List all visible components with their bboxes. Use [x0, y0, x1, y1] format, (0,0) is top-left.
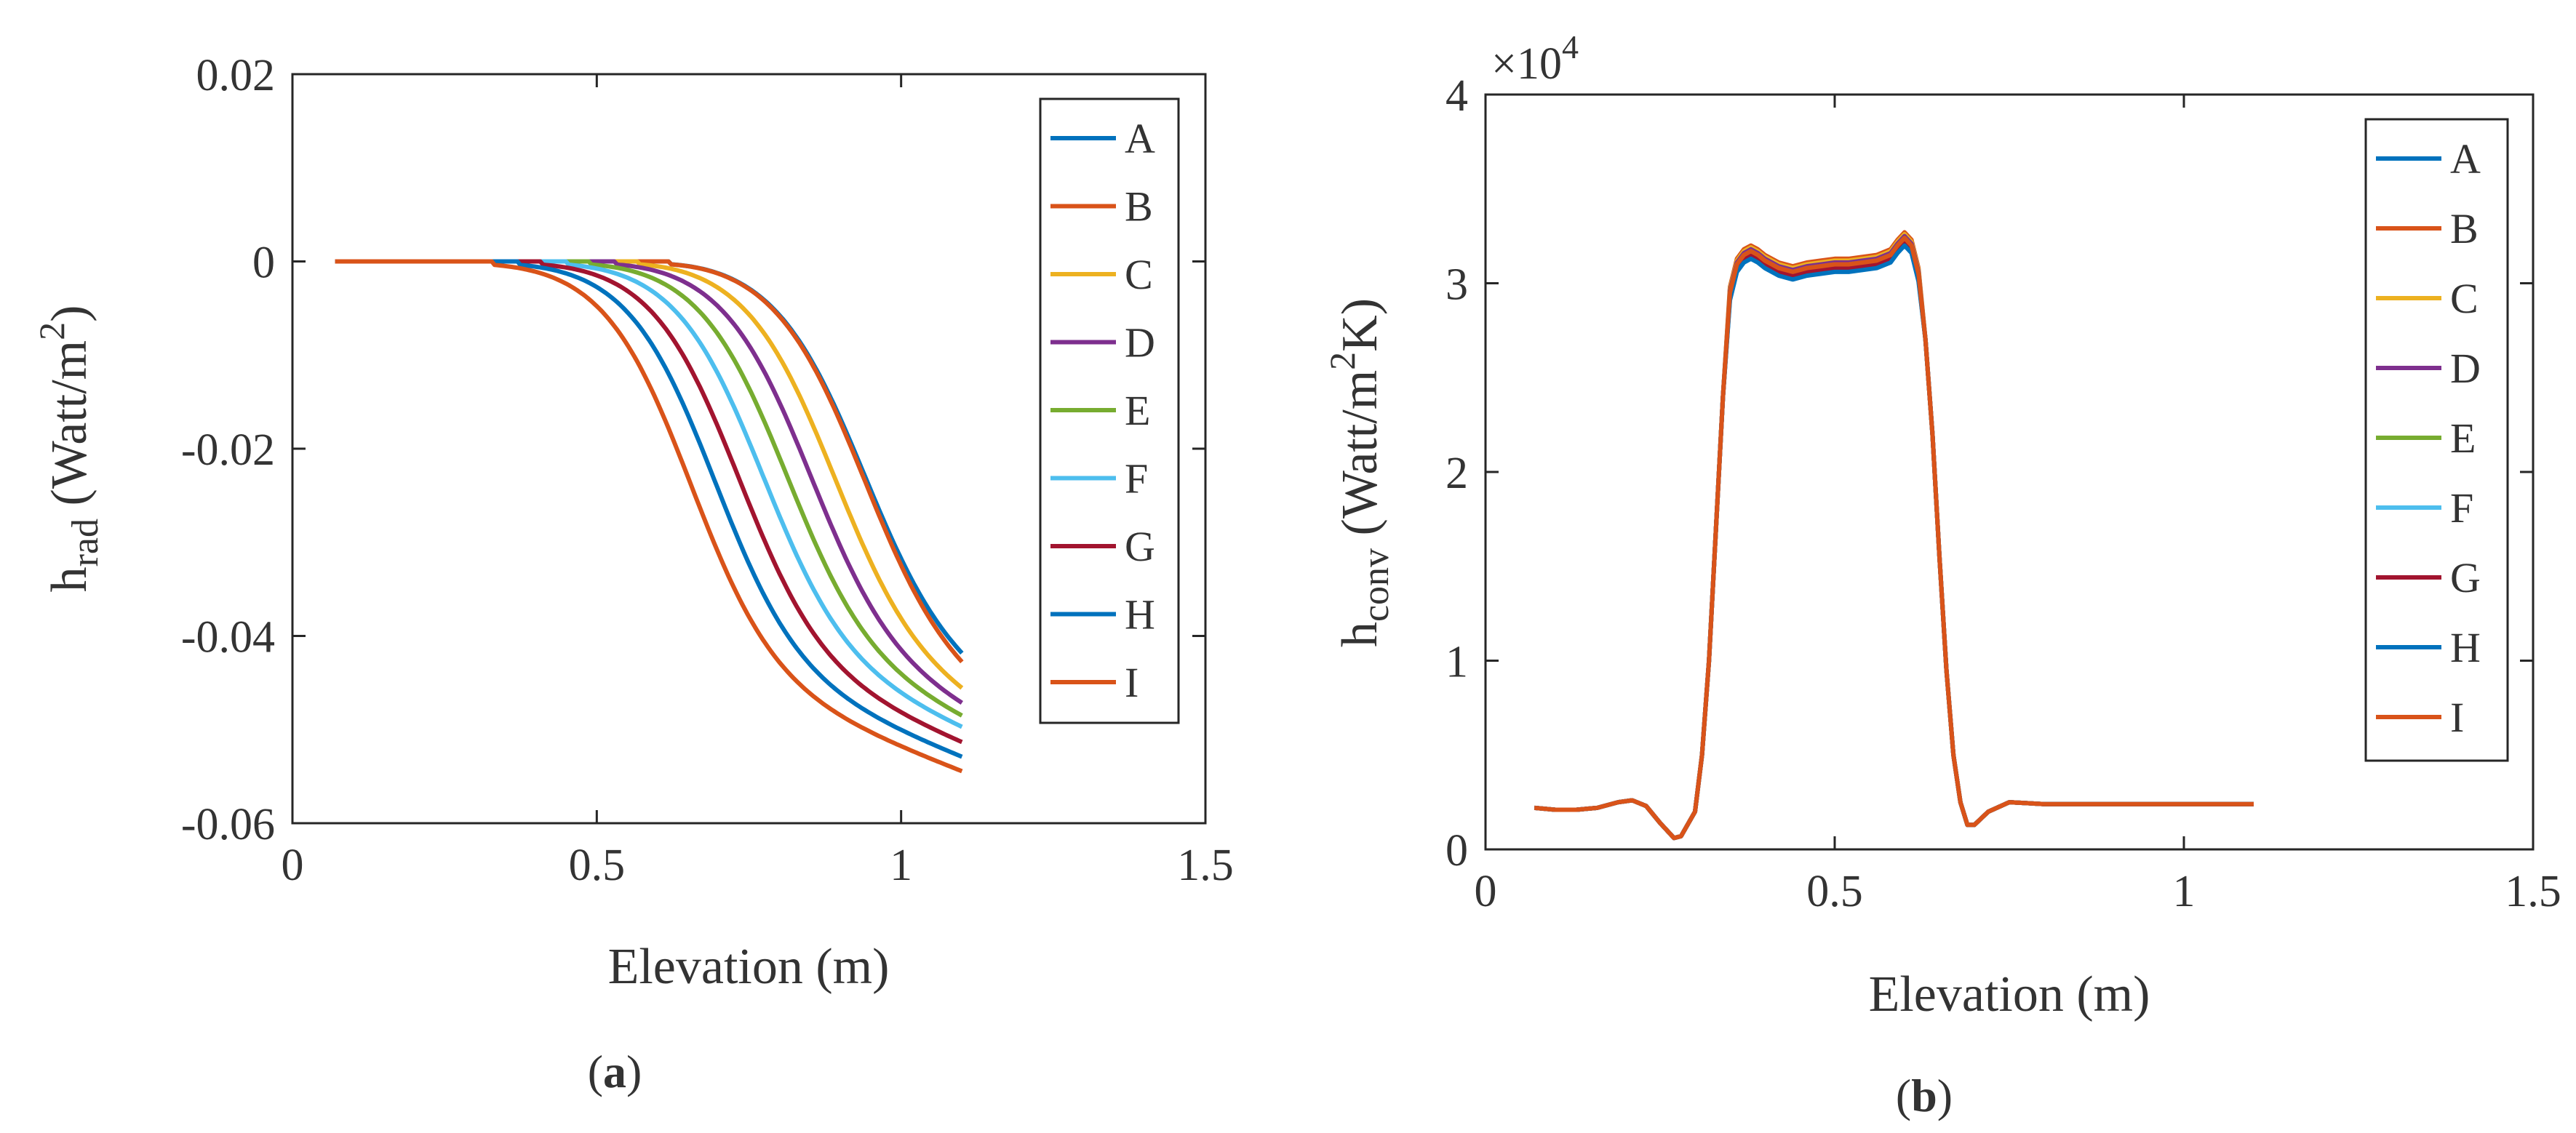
panel-b-legend-label-c: C — [2450, 275, 2479, 322]
panel-a-legend-label-f: F — [1125, 455, 1148, 503]
panel-b-multiplier-exp: 4 — [1562, 28, 1579, 65]
panel-b-legend-label-a: A — [2450, 135, 2481, 183]
panel-b-y-tick-label: 2 — [1445, 449, 1468, 498]
panel-a-y-axis-label-unit-end: ) — [41, 305, 97, 322]
panel-b-x-axis-label: Elevation (m) — [1869, 966, 2150, 1022]
panel-b-x-tick-labels: 0 0.5 1 1.5 — [1475, 867, 2561, 916]
panel-b-x-tick-label: 0.5 — [1806, 867, 1863, 916]
panel-a-x-tick-label: 0 — [282, 841, 304, 890]
panel-b-series-lines — [1534, 230, 2254, 841]
panel-b-y-axis-label-unit-end: K) — [1332, 298, 1388, 352]
panel-a-ticks — [291, 73, 1207, 825]
panel-b-legend-label-i: I — [2450, 694, 2464, 741]
panel-b-y-tick-labels: 4 3 2 1 0 — [1445, 71, 1468, 876]
panel-a-series-lines — [335, 259, 964, 774]
panel-a-y-axis-label-unit: (Watt/m — [41, 340, 97, 519]
panel-a-y-axis-label-sub: rad — [65, 519, 106, 566]
panel-b-x-tick-label: 0 — [1475, 867, 1497, 916]
panel-b-legend-label-g: G — [2450, 554, 2481, 601]
panel-a-legend-label-i: I — [1125, 659, 1139, 706]
panel-b-multiplier: ×104 — [1491, 28, 1579, 89]
panel-b-legend-label-b: B — [2450, 205, 2479, 252]
panel-a-legend-label-c: C — [1125, 251, 1153, 298]
panel-a-x-tick-label: 0.5 — [569, 841, 626, 890]
panel-a-label-letter: a — [603, 1046, 626, 1097]
panel-b-series-line-i — [1534, 236, 2254, 841]
panel-b-y-axis-label-unit: (Watt/m — [1332, 370, 1388, 548]
panel-a-y-tick-label: 0.02 — [196, 51, 276, 100]
panel-b-y-tick-label: 1 — [1445, 638, 1468, 687]
panel-a-chart: 0 0.5 1 1.5 0.02 0 -0.02 -0.04 -0.06 Elevation … — [31, 51, 1234, 1097]
panel-b-x-tick-label: 1 — [2173, 867, 2196, 916]
panel-a-legend-label-b: B — [1125, 183, 1153, 231]
panel-a-y-tick-label: -0.02 — [181, 425, 275, 475]
panel-b-y-tick-label: 0 — [1445, 826, 1468, 876]
panel-b-label-letter: b — [1911, 1070, 1937, 1121]
panel-b-y-axis-label-main: h — [1332, 622, 1388, 647]
panel-a-legend-label-d: D — [1125, 319, 1155, 367]
panel-a-legend-label-h: H — [1125, 591, 1155, 638]
panel-a-y-tick-label: -0.04 — [181, 613, 275, 662]
panel-b-label: (b) — [1896, 1070, 1953, 1121]
panel-a-legend-label-g: G — [1125, 523, 1155, 570]
panel-a-x-tick-label: 1 — [890, 841, 912, 890]
panel-b-legend-label-d: D — [2450, 345, 2481, 392]
panel-a-series-line-i — [335, 259, 963, 774]
panel-a-y-tick-labels: 0.02 0 -0.02 -0.04 -0.06 — [181, 51, 275, 849]
panel-a-y-axis-label-main: h — [41, 566, 97, 592]
panel-a-y-axis-label: hrad (Watt/m2) — [31, 305, 106, 593]
panel-a-x-tick-label: 1.5 — [1177, 841, 1234, 890]
panel-b-y-axis-label-sup: 2 — [1322, 352, 1363, 370]
panel-a-label: (a) — [588, 1046, 642, 1097]
panel-a-legend-label-e: E — [1125, 387, 1150, 434]
panel-b-multiplier-base: ×10 — [1491, 39, 1562, 89]
panel-b-legend-label-e: E — [2450, 415, 2476, 462]
panel-b-legend-label-h: H — [2450, 624, 2481, 671]
panel-b-y-axis-label-sub: conv — [1355, 548, 1397, 622]
panel-b-legend-label-f: F — [2450, 484, 2473, 532]
panel-b-y-tick-label: 3 — [1445, 260, 1468, 310]
panel-a-y-tick-label: -0.06 — [181, 800, 275, 849]
panel-a-y-axis-label-sup: 2 — [31, 322, 72, 340]
panel-b-ticks — [1484, 93, 2535, 851]
panel-b-y-axis-label: hconv (Watt/m2K) — [1322, 298, 1397, 647]
panel-b-y-tick-label: 4 — [1445, 71, 1468, 121]
panel-a-x-tick-labels: 0 0.5 1 1.5 — [282, 841, 1234, 890]
panel-a-legend-label-a: A — [1125, 115, 1155, 162]
panel-a-y-tick-label: 0 — [252, 239, 275, 288]
panel-a-x-axis-label: Elevation (m) — [608, 939, 890, 995]
panel-b-x-tick-label: 1.5 — [2505, 867, 2561, 916]
panel-b-plot-frame — [1484, 93, 2535, 851]
